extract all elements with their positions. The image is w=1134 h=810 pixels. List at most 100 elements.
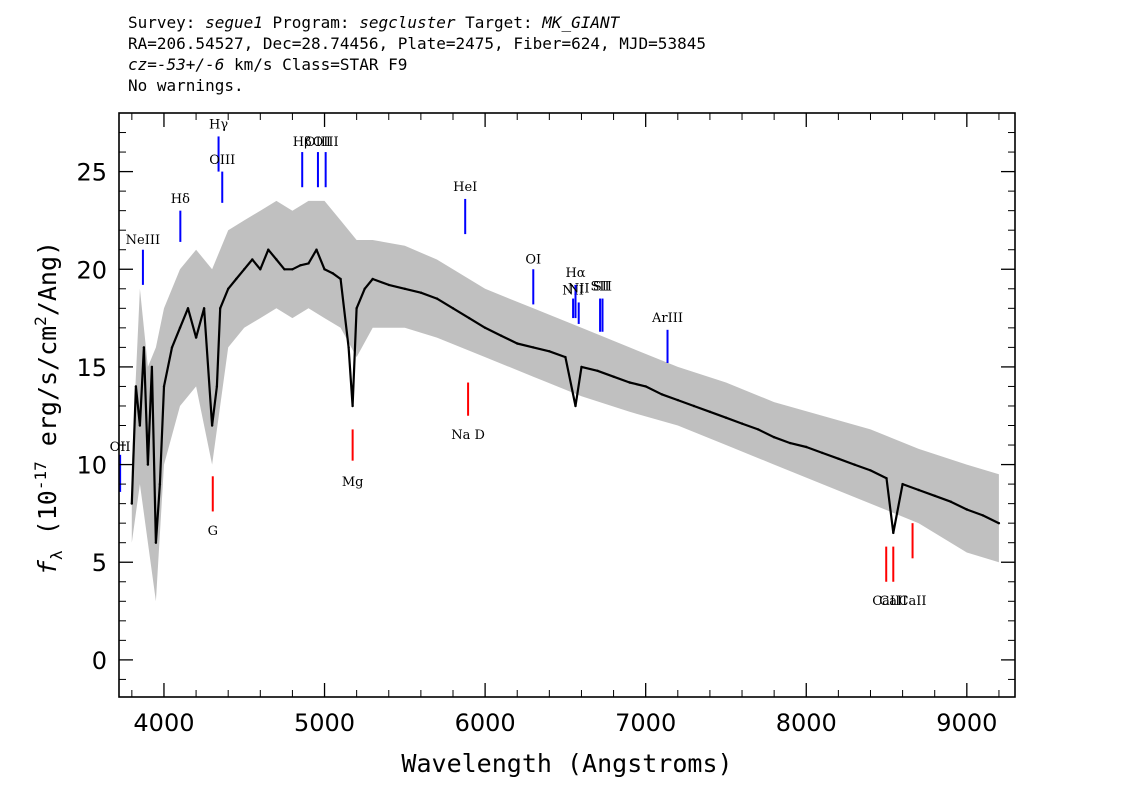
flux-point — [612, 375, 615, 378]
x-tick-label: 7000 — [615, 709, 676, 737]
y-tick-label: 15 — [76, 354, 107, 382]
flux-point — [331, 272, 334, 275]
flux-point — [351, 404, 354, 408]
flux-point — [347, 346, 350, 349]
header-coords-line: RA=206.54527, Dec=28.74456, Plate=2475, … — [128, 34, 706, 53]
flux-point — [500, 334, 503, 337]
flux-point — [162, 385, 166, 388]
absorption-line-label: Mg — [342, 475, 364, 490]
flux-point — [275, 258, 278, 261]
emission-line-label: OII — [110, 440, 131, 455]
error-band — [131, 200, 999, 602]
emission-line-label: Hγ — [209, 118, 228, 133]
flux-point — [692, 404, 696, 408]
flux-point — [740, 422, 744, 425]
flux-point — [142, 346, 146, 349]
absorption-line-label: G — [208, 524, 218, 539]
flux-point — [323, 268, 326, 271]
emission-line-label: OI — [525, 252, 541, 267]
y-tick-label: 10 — [76, 452, 107, 480]
flux-point — [154, 541, 158, 544]
flux-line — [130, 248, 1000, 544]
header-fragment: segue1 — [205, 13, 263, 32]
y-label-units-end: /Ang) — [33, 241, 62, 316]
x-tick-label: 8000 — [776, 709, 837, 737]
flux-point — [355, 307, 358, 310]
flux-point — [267, 248, 270, 251]
flux-point — [130, 502, 133, 505]
header-fragment: Survey: — [128, 13, 206, 32]
absorption-line-label: CaII — [899, 594, 927, 609]
flux-point — [178, 326, 182, 329]
y-label-symbol: f — [33, 559, 62, 575]
flux-point — [933, 494, 936, 497]
flux-point — [644, 385, 647, 388]
flux-point — [997, 522, 1001, 525]
flux-point — [574, 404, 577, 408]
emission-line-label: OIII — [313, 135, 339, 150]
flux-point — [150, 365, 154, 369]
flux-point — [772, 436, 776, 439]
flux-point — [251, 258, 254, 261]
flux-point — [243, 268, 246, 271]
emission-line-label: OIII — [305, 135, 331, 150]
flux-layer — [130, 248, 1001, 544]
flux-point — [892, 531, 895, 535]
flux-point — [307, 262, 310, 265]
x-tick-label: 9000 — [936, 709, 997, 737]
flux-point — [202, 307, 206, 310]
header-fragment: MK_GIANT — [542, 13, 620, 32]
flux-point — [564, 355, 567, 359]
header-fragment: Target: — [455, 13, 543, 32]
flux-point — [419, 291, 423, 294]
header-warnings-line: No warnings. — [128, 76, 244, 95]
flux-point — [532, 346, 535, 349]
flux-point — [210, 424, 214, 427]
y-label-subscript: λ — [47, 550, 66, 560]
y-tick-label: 25 — [76, 159, 107, 187]
flux-point — [451, 307, 455, 310]
emission-line-label: NII — [568, 282, 590, 297]
flux-point — [403, 287, 406, 290]
flux-point — [291, 268, 294, 271]
y-tick-label: 5 — [92, 549, 107, 577]
flux-point — [363, 287, 366, 290]
flux-point — [435, 297, 439, 300]
flux-point — [660, 393, 663, 396]
flux-point — [186, 307, 190, 310]
emission-line-label: ArIII — [651, 311, 683, 326]
flux-point — [315, 248, 318, 251]
spectrum-header: Survey: segue1 Program: segcluster Targe… — [128, 12, 1028, 96]
flux-point — [789, 441, 792, 445]
flux-point — [146, 463, 150, 466]
header-fragment: segcluster — [359, 13, 456, 32]
y-tick-label: 20 — [76, 256, 107, 284]
flux-point — [548, 350, 551, 353]
emission-line-label: SII — [593, 280, 612, 295]
absorption-line-label: CaII — [879, 594, 907, 609]
flux-point — [134, 385, 138, 388]
flux-point — [965, 508, 968, 511]
flux-point — [949, 500, 952, 503]
flux-point — [215, 385, 219, 388]
y-axis-label: fλ (10-17 erg/s/cm2/Ang) — [31, 241, 66, 575]
x-axis-label: Wavelength (Angstroms) — [401, 749, 732, 778]
flux-point — [227, 287, 230, 290]
flux-point — [821, 451, 824, 455]
flux-point — [853, 463, 856, 466]
flux-point — [483, 326, 487, 329]
header-survey-line: Survey: segue1 Program: segcluster Targe… — [128, 12, 1028, 33]
flux-point — [756, 428, 760, 431]
header-fragment: Program: — [262, 13, 360, 32]
y-label-exponent: 2 — [31, 316, 50, 326]
flux-point — [676, 398, 679, 402]
absorption-line-label: CaII — [872, 594, 900, 609]
flux-point — [901, 482, 904, 486]
x-tick-label: 5000 — [294, 709, 355, 737]
emission-line-label: Hβ — [293, 135, 312, 150]
flux-point — [981, 514, 985, 517]
emission-line-label: Hδ — [171, 192, 190, 207]
flux-point — [371, 277, 374, 281]
y-label-exponent: -17 — [31, 461, 50, 490]
